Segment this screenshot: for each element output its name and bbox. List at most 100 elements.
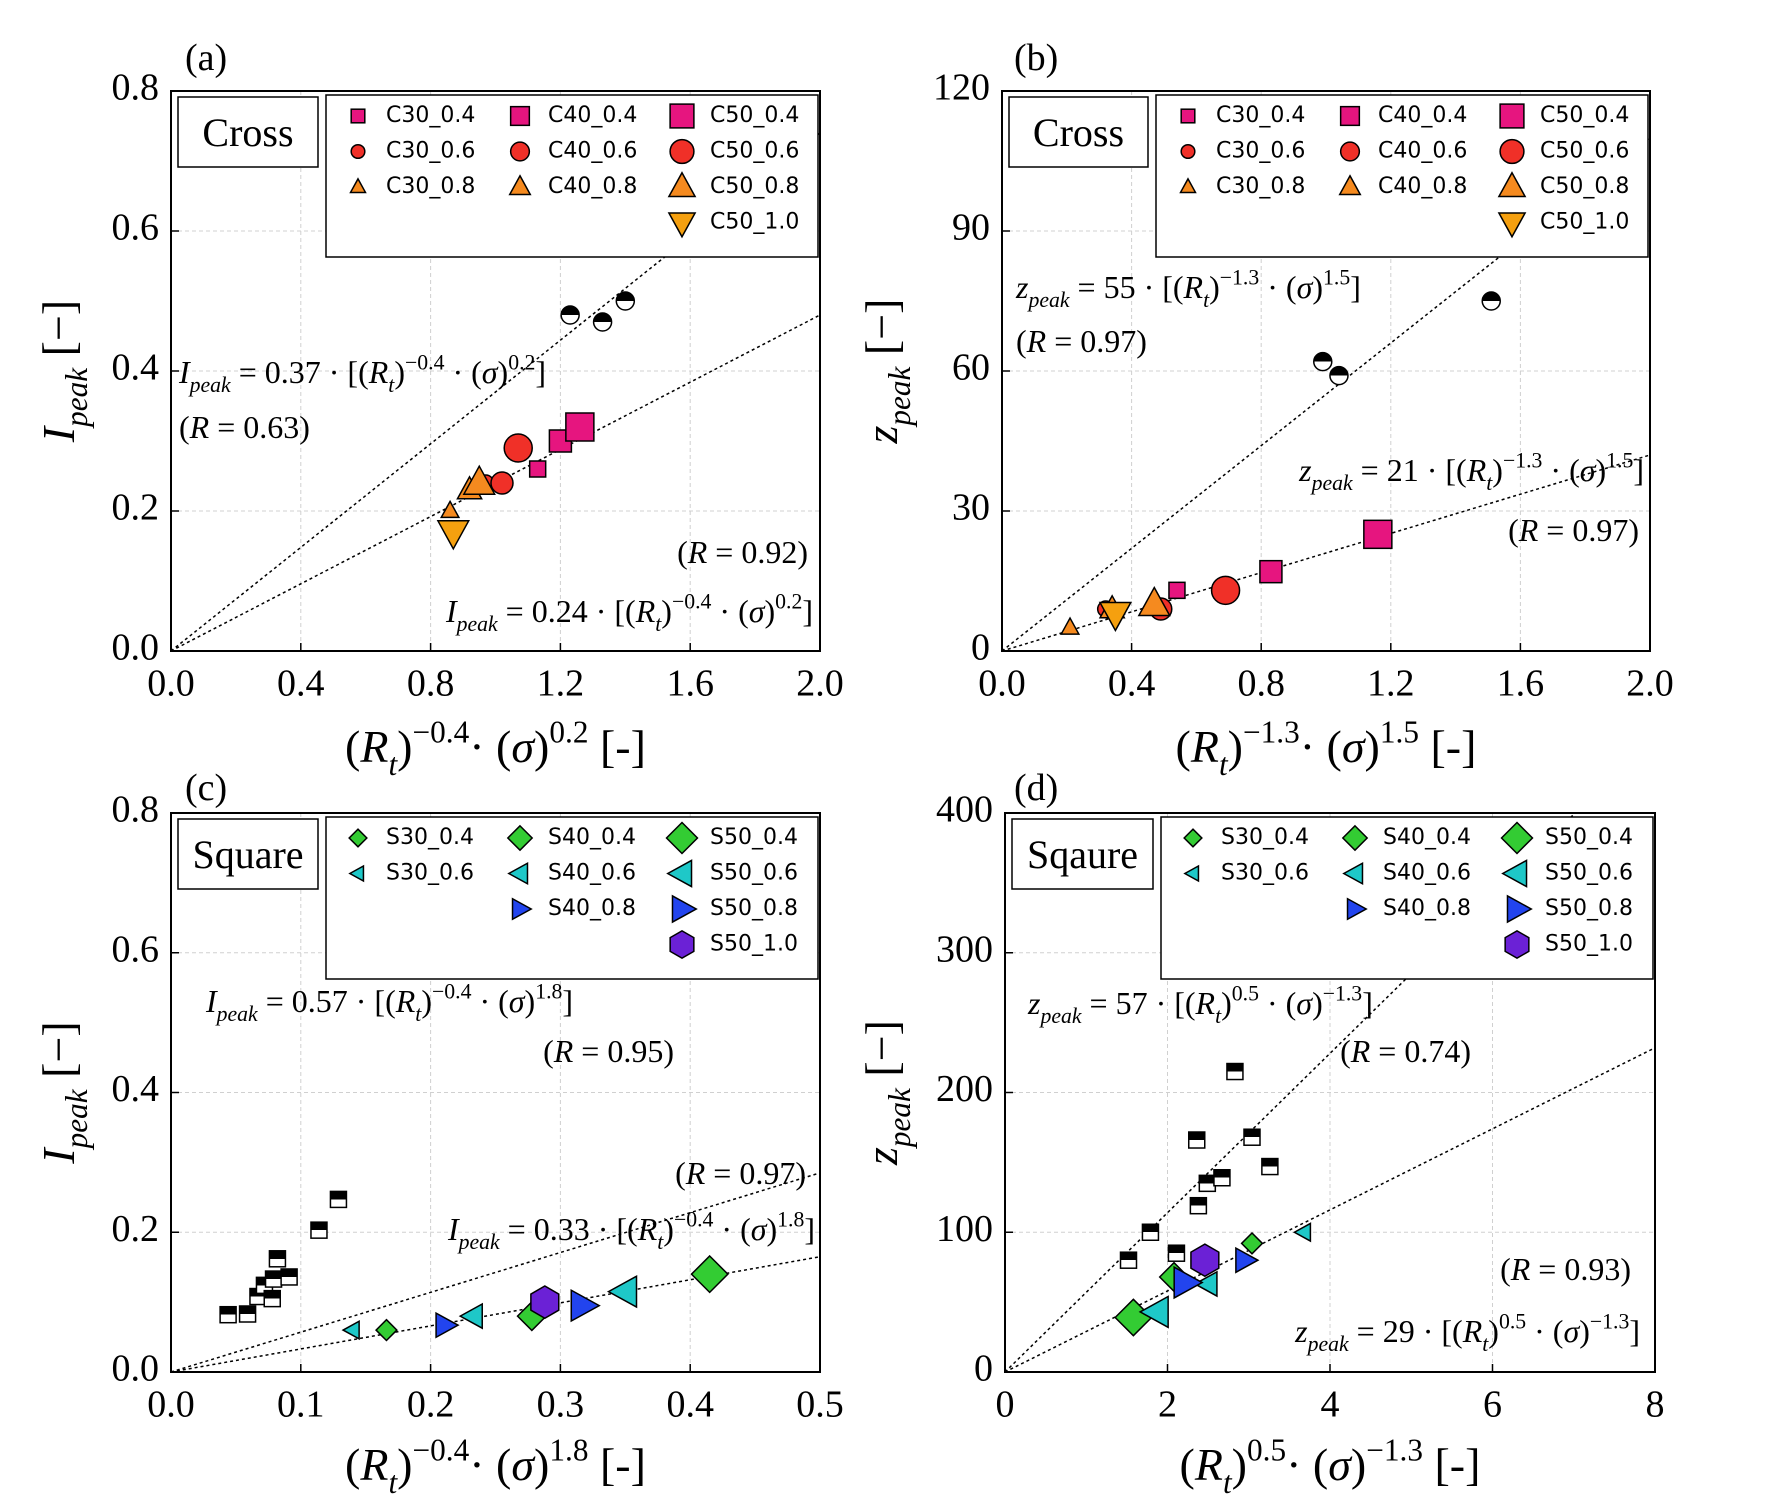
annotation: zpeak = 29 · [(Rt)0.5 · (σ)−1.3] xyxy=(1294,1310,1640,1356)
x-tick-label: 1.6 xyxy=(1497,663,1545,705)
data-point xyxy=(375,1318,398,1342)
annotation: (R = 0.63) xyxy=(179,409,310,445)
text-part: z xyxy=(1294,1313,1308,1349)
text-part: ) xyxy=(534,1439,549,1490)
text-part: = 0.37 · [( xyxy=(231,354,369,390)
y-tick-label: 400 xyxy=(936,789,993,831)
text-part: ) xyxy=(661,593,672,629)
text-part: ) xyxy=(397,1439,412,1490)
text-part: 1.5 xyxy=(1606,449,1633,473)
data-point xyxy=(1259,559,1283,584)
text-part: = 0.97) xyxy=(1046,323,1147,359)
text-part: t xyxy=(1215,1004,1222,1028)
text-part: R xyxy=(1466,452,1487,488)
text-part: [−] xyxy=(33,300,84,368)
text-part: peak xyxy=(1306,1332,1349,1356)
data-point xyxy=(1363,519,1393,550)
x-tick-label: 0.8 xyxy=(1237,663,1285,705)
x-tick-label: 1.6 xyxy=(666,663,714,705)
legend-label: C30_0.4 xyxy=(386,103,475,128)
text-part: ) xyxy=(1312,985,1323,1021)
plot-frame xyxy=(170,90,821,652)
y-tick-label: 0.0 xyxy=(112,627,160,669)
text-part: t xyxy=(388,747,398,782)
data-point xyxy=(530,1285,560,1320)
text-part: = 57 · [( xyxy=(1082,985,1196,1021)
y-tick-label: 120 xyxy=(933,67,990,109)
legend-label: C40_0.6 xyxy=(548,139,637,164)
legend-marker xyxy=(669,103,695,129)
shape-box xyxy=(177,96,319,168)
annotation: (R = 0.74) xyxy=(1340,1033,1471,1069)
text-part: I xyxy=(33,1146,84,1165)
data-point xyxy=(458,1302,483,1330)
text-part: ( xyxy=(1508,512,1519,548)
text-part: ) xyxy=(534,721,549,772)
shape-box xyxy=(1011,818,1154,890)
text-part: peak xyxy=(1310,471,1353,495)
annotation: (R = 0.97) xyxy=(1508,512,1639,548)
fit-line xyxy=(1004,1047,1656,1373)
text-part: = 0.97) xyxy=(1538,512,1639,548)
data-point xyxy=(280,1268,298,1286)
text-part: t xyxy=(415,1002,422,1026)
text-part: ) xyxy=(1579,1313,1590,1349)
legend-label: C40_0.4 xyxy=(1378,103,1467,128)
text-part: R xyxy=(1026,323,1047,359)
text-part: peak xyxy=(455,612,498,636)
panel-label: (b) xyxy=(1014,37,1058,79)
legend-marker xyxy=(666,859,693,888)
legend-label: S50_1.0 xyxy=(1545,932,1633,957)
text-part: −0.4 xyxy=(672,590,712,614)
text-part: 1.8 xyxy=(549,1433,588,1468)
text-part: σ xyxy=(1342,721,1367,772)
y-axis-label: zpeak [−] xyxy=(856,298,917,444)
data-point xyxy=(435,1311,460,1339)
data-point xyxy=(1240,1231,1264,1255)
text-part: z xyxy=(1015,269,1029,305)
text-part: −0.4 xyxy=(674,1208,714,1232)
text-part: ) xyxy=(397,721,412,772)
text-part: σ xyxy=(511,721,536,772)
plot-frame xyxy=(170,812,821,1373)
shape-label: Square xyxy=(192,832,303,877)
x-tick-label: 0.2 xyxy=(407,1384,455,1426)
legend-label: S50_0.4 xyxy=(1545,825,1633,850)
data-point xyxy=(1198,1174,1217,1193)
data-point xyxy=(1141,1223,1160,1241)
legend-box xyxy=(1160,816,1654,980)
y-tick-label: 0.8 xyxy=(112,789,160,831)
data-point xyxy=(263,1289,281,1308)
data-point xyxy=(528,460,547,478)
legend-label: S40_0.6 xyxy=(548,861,636,886)
data-point xyxy=(1188,1131,1206,1149)
data-point xyxy=(1190,1243,1220,1278)
legend-marker xyxy=(1342,861,1364,886)
legend-marker xyxy=(1183,828,1203,848)
legend-marker xyxy=(1183,864,1200,883)
legend-label: C30_0.8 xyxy=(1216,174,1305,199)
panel-label: (c) xyxy=(185,767,227,809)
text-part: σ xyxy=(1297,269,1314,305)
legend-box xyxy=(325,94,819,258)
legend-label: C50_1.0 xyxy=(1540,210,1629,235)
data-point xyxy=(462,464,496,495)
annotation: zpeak = 57 · [(Rt)0.5 · (σ)−1.3] xyxy=(1027,982,1373,1028)
legend-marker xyxy=(1339,141,1361,162)
legend-marker xyxy=(348,828,368,848)
shape-label: Cross xyxy=(202,110,293,155)
legend-label: S40_0.4 xyxy=(548,825,636,850)
legend-marker xyxy=(1497,212,1527,239)
text-part: = 0.24 · [( xyxy=(498,593,636,629)
x-tick-label: 4 xyxy=(1321,1384,1340,1426)
data-point xyxy=(1193,1270,1218,1298)
legend-label: C50_0.6 xyxy=(710,139,799,164)
data-point xyxy=(1243,1128,1261,1146)
data-point xyxy=(1329,365,1349,386)
shape-label: Cross xyxy=(1033,110,1124,155)
text-part: 1.5 xyxy=(1323,266,1350,290)
text-part: = 0.33 · [( xyxy=(500,1211,638,1247)
text-part: R xyxy=(368,354,389,390)
text-part: z xyxy=(1027,985,1041,1021)
legend-marker xyxy=(350,108,366,124)
